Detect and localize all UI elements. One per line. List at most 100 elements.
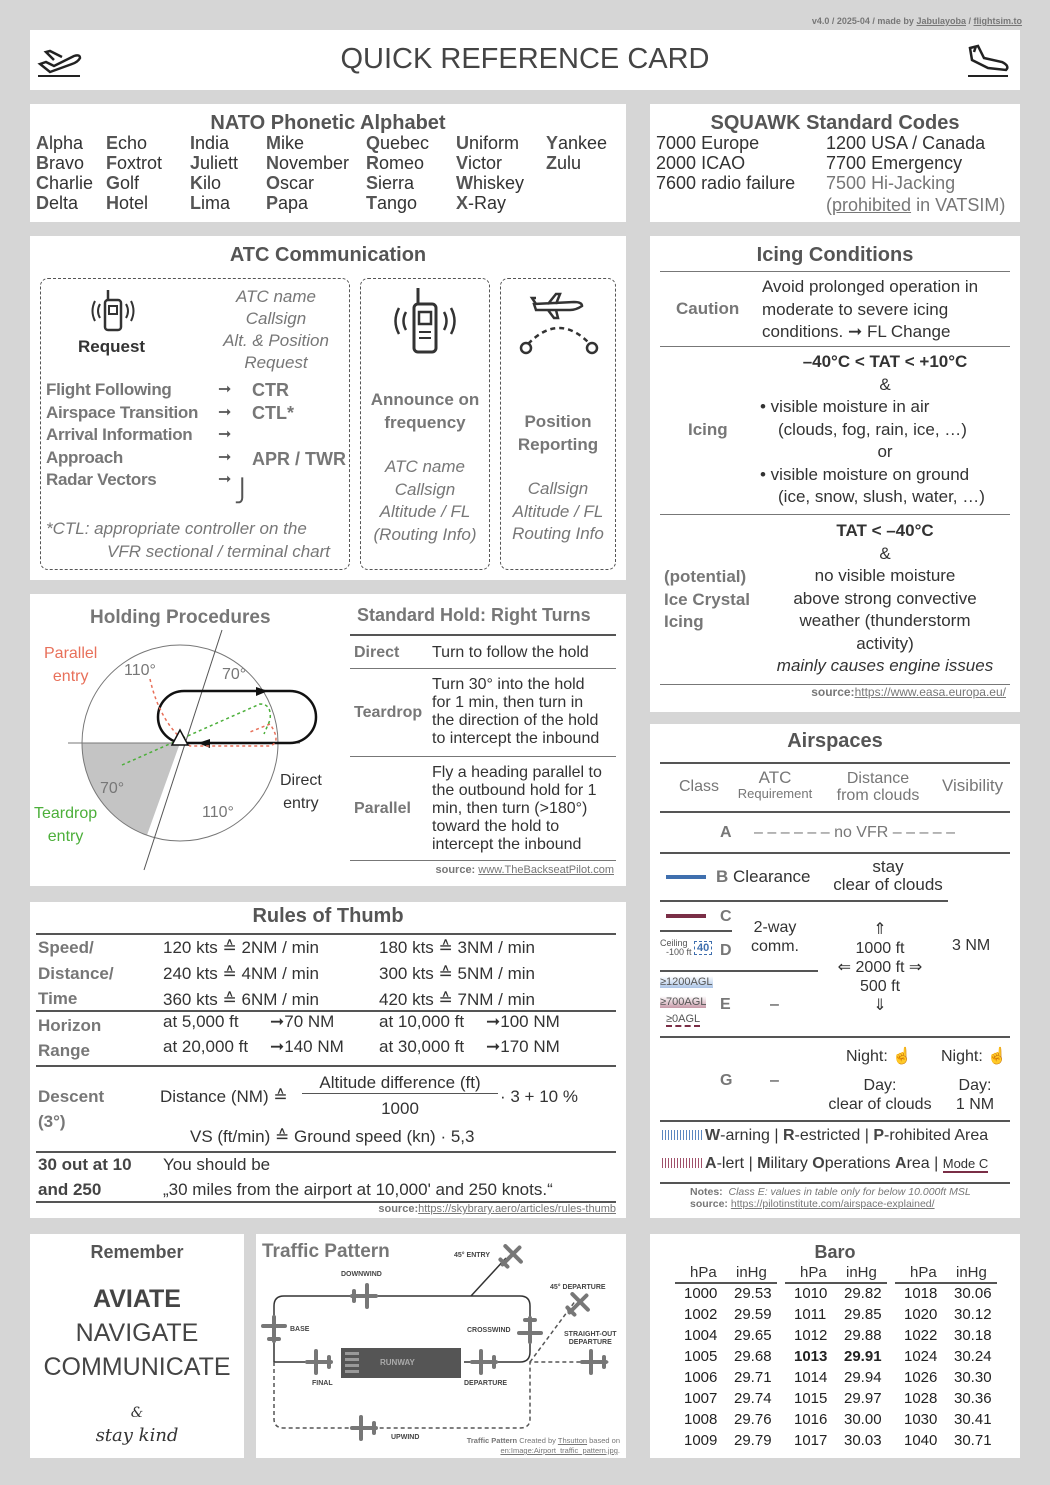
baro-header: hPa — [910, 1264, 937, 1281]
announce-lines: ATC name Callsign Altitude / FL (Routing In… — [373, 457, 477, 544]
squawk-meaning: Europe — [701, 133, 760, 153]
request-label: Request — [78, 337, 146, 356]
baro-inhg: 29.85 — [844, 1306, 882, 1323]
arrow-icon: ➞ — [218, 426, 232, 443]
thirty-text: You should be „30 miles from the airport … — [163, 1155, 553, 1199]
airplane-icon — [495, 1240, 528, 1273]
nato-word: India — [190, 133, 230, 153]
descent-label: Descent (3°) — [38, 1087, 105, 1131]
announce-label: Announce on frequency — [370, 390, 480, 432]
baro-inhg: 29.76 — [734, 1411, 772, 1428]
traffic-pattern-panel: Traffic Pattern 45° ENTRY DOWNWIND 45° D… — [256, 1234, 626, 1458]
horizon-value: ➞140 NM — [270, 1037, 344, 1056]
arrow-up-icon: ⇑ — [873, 921, 887, 938]
aviate: AVIATE — [93, 1285, 181, 1313]
nato-title: NATO Phonetic Alphabet — [210, 112, 446, 134]
warning-area-swatch — [662, 1130, 702, 1140]
class-b-dist: stay clear of clouds — [833, 857, 943, 894]
caution-label: Caution — [676, 299, 740, 318]
angle-label: 110° — [202, 804, 234, 821]
arrow-icon: ➞ — [218, 448, 232, 466]
thsutton-link[interactable]: Thsutton — [557, 1436, 588, 1445]
atc-footnote: *CTL: appropriate controller on the VFR s… — [46, 519, 330, 561]
nato-word: Sierra — [366, 173, 415, 193]
holding-pattern — [156, 689, 318, 745]
navigate: NAVIGATE — [75, 1319, 199, 1347]
easa-link[interactable]: https://www.easa.europa.eu/ — [854, 685, 1006, 699]
prohibited-link[interactable]: prohibited — [832, 195, 912, 215]
hold-row-text: Turn 30° into the hold for 1 min, then tu… — [432, 676, 600, 747]
caution-text: Avoid prolonged operation in moderate to … — [762, 277, 979, 341]
squawk-meaning: Emergency — [871, 153, 963, 173]
nato-word: Delta — [36, 193, 79, 213]
squawk-code: 2000 ICAO — [656, 153, 745, 174]
baro-inhg: 30.30 — [954, 1369, 992, 1386]
nato-word: Kilo — [190, 173, 222, 193]
class-c-swatch — [666, 914, 706, 918]
descent-rhs: · 3 + 10 % — [500, 1087, 578, 1106]
holding-panel: Holding Procedures Parallel entry Teardro… — [30, 594, 626, 886]
nato-word: November — [266, 153, 350, 173]
baro-inhg: 30.41 — [954, 1411, 992, 1428]
nato-word: Zulu — [546, 153, 582, 173]
backseatpilot-link[interactable]: www.TheBackseatPilot.com — [478, 864, 614, 876]
ice-crystal-conditions: TAT < –40°C & no visible moisture above str… — [776, 521, 994, 675]
angle-label: 70° — [100, 780, 125, 797]
hold-row-text: Turn to follow the hold — [432, 644, 589, 661]
class-g: G — [720, 1072, 733, 1089]
parallel-entry-path — [149, 678, 277, 747]
remember-panel: Remember AVIATE NAVIGATE COMMUNICATE & s… — [30, 1234, 244, 1458]
site-link[interactable]: flightsim.to — [973, 16, 1023, 26]
position-report-icon — [519, 292, 599, 355]
header: QUICK REFERENCE CARD — [30, 30, 1020, 90]
squawk-meaning: Hi-Jacking — [871, 173, 956, 193]
descent-denominator: 1000 — [381, 1099, 419, 1118]
label-final: FINAL — [312, 1380, 333, 1387]
fix-icon — [170, 728, 190, 746]
pattern-path — [273, 1295, 531, 1363]
baro-inhg: 29.88 — [844, 1327, 882, 1344]
squawk-number: 7000 — [656, 133, 697, 153]
label-straight-out: STRAIGHT-OUT DEPARTURE — [564, 1331, 617, 1346]
skybrary-link[interactable]: https://skybrary.aero/articles/rules-thu… — [418, 1203, 616, 1215]
airplane-icon — [261, 1315, 287, 1343]
image-link[interactable]: en:Image:Airport_traffic_pattern.jpg — [500, 1446, 618, 1455]
label-departure: DEPARTURE — [464, 1380, 508, 1387]
class-b: B Clearance — [716, 867, 811, 886]
baro-hpa: 1004 — [684, 1327, 718, 1344]
divider — [675, 1282, 777, 1284]
author-link[interactable]: Jabulayoba — [916, 16, 966, 26]
rules-panel: Rules of Thumb Speed/Distance/Time 120 k… — [30, 902, 626, 1218]
baro-inhg: 29.94 — [844, 1369, 882, 1386]
nato-word: Whiskey — [456, 173, 525, 193]
legend-wrp: W-arning | R-estricted | P-rohibited Are… — [705, 1127, 989, 1144]
nato-word: Uniform — [456, 133, 520, 153]
airplane-icon — [305, 1349, 333, 1375]
nato-word: Alpha — [36, 133, 84, 153]
baro-hpa: 1006 — [684, 1369, 718, 1386]
class-cde-vis: 3 NM — [952, 937, 991, 954]
label-downwind: DOWNWIND — [341, 1271, 382, 1278]
baro-inhg: 29.91 — [844, 1348, 882, 1365]
announce-box — [360, 278, 490, 570]
legend-amoa: A-lert | Military Operations Area | Mode… — [705, 1155, 989, 1173]
baro-hpa: 1009 — [684, 1432, 718, 1449]
holding-diagram — [68, 629, 318, 871]
horizon-value: at 5,000 ft — [163, 1012, 239, 1031]
hold-row-name: Direct — [354, 644, 400, 661]
apr-twr: APR / TWR — [252, 449, 346, 469]
nato-word: Oscar — [266, 173, 315, 193]
baro-hpa: 1011 — [794, 1306, 827, 1323]
pilotinstitute-link[interactable]: https://pilotinstitute.com/airspace-expl… — [730, 1198, 935, 1210]
class-e: E — [720, 996, 731, 1013]
arrow-icon: ➞ — [218, 471, 232, 488]
horizon-value: ➞100 NM — [486, 1012, 560, 1031]
thirty-label: 30 out at 10 and 250 — [38, 1155, 132, 1199]
class-g-vis: Day: 1 NM — [955, 1077, 995, 1113]
baro-inhg: 30.00 — [844, 1411, 882, 1428]
baro-title: Baro — [814, 1242, 856, 1262]
baro-inhg: 30.12 — [954, 1306, 992, 1323]
position-lines: Callsign Altitude / FL Routing Info — [512, 479, 604, 543]
baro-hpa: 1024 — [904, 1348, 938, 1365]
horizon-value: ➞70 NM — [270, 1012, 335, 1031]
